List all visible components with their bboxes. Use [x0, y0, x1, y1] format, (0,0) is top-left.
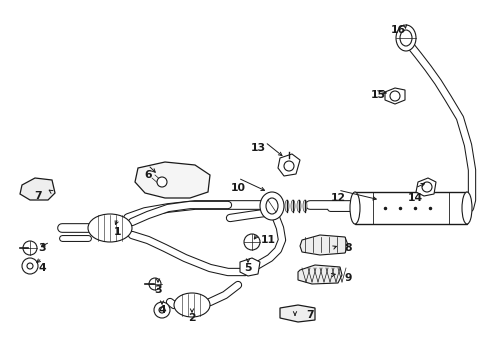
Ellipse shape — [265, 198, 278, 214]
Ellipse shape — [260, 192, 284, 220]
Bar — [354, 192, 466, 224]
Ellipse shape — [303, 200, 306, 212]
Ellipse shape — [349, 192, 359, 224]
Polygon shape — [299, 235, 347, 255]
Ellipse shape — [285, 200, 288, 212]
Text: 3: 3 — [38, 243, 46, 253]
Polygon shape — [415, 178, 435, 196]
Ellipse shape — [244, 234, 260, 250]
Polygon shape — [20, 178, 55, 200]
Polygon shape — [297, 265, 341, 284]
Text: 15: 15 — [370, 90, 385, 100]
Text: 11: 11 — [260, 235, 275, 245]
Ellipse shape — [157, 177, 167, 187]
Text: 2: 2 — [188, 313, 195, 323]
Text: 7: 7 — [305, 310, 313, 320]
Polygon shape — [278, 154, 299, 176]
Ellipse shape — [154, 302, 170, 318]
Ellipse shape — [22, 258, 38, 274]
Ellipse shape — [399, 30, 411, 46]
Text: 4: 4 — [158, 305, 165, 315]
Ellipse shape — [149, 278, 161, 290]
Ellipse shape — [272, 200, 276, 212]
Text: 16: 16 — [389, 25, 405, 35]
Text: 8: 8 — [344, 243, 351, 253]
Text: 3: 3 — [154, 285, 162, 295]
Text: 9: 9 — [344, 273, 351, 283]
Text: 12: 12 — [330, 193, 345, 203]
Polygon shape — [280, 305, 314, 322]
Ellipse shape — [395, 25, 415, 51]
Ellipse shape — [290, 200, 294, 212]
Ellipse shape — [461, 192, 471, 224]
Ellipse shape — [421, 182, 431, 192]
Text: 5: 5 — [244, 263, 251, 273]
Text: 4: 4 — [38, 263, 46, 273]
Ellipse shape — [174, 293, 209, 317]
Polygon shape — [135, 162, 209, 198]
Ellipse shape — [159, 307, 164, 313]
Text: 7: 7 — [34, 191, 42, 201]
Ellipse shape — [284, 161, 293, 171]
Polygon shape — [384, 88, 404, 104]
Text: 1: 1 — [114, 227, 122, 237]
Ellipse shape — [296, 200, 301, 212]
Text: 13: 13 — [250, 143, 265, 153]
Text: 14: 14 — [407, 193, 422, 203]
Ellipse shape — [27, 263, 33, 269]
Ellipse shape — [279, 200, 283, 212]
Text: 6: 6 — [144, 170, 151, 180]
Ellipse shape — [389, 91, 399, 101]
Polygon shape — [240, 258, 260, 276]
Ellipse shape — [88, 214, 132, 242]
Ellipse shape — [23, 241, 37, 255]
Text: 10: 10 — [230, 183, 245, 193]
